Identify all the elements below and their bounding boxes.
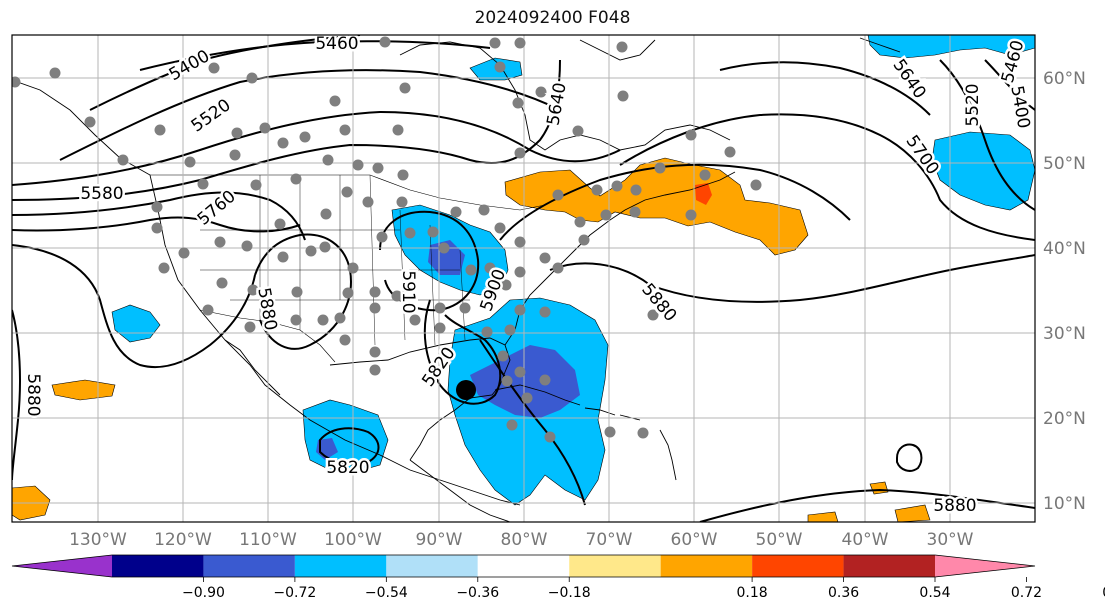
strong-negative-anomaly-region-gulf: [470, 345, 580, 418]
station-markers: [12, 36, 762, 443]
contour-5580: [12, 110, 621, 186]
contour-5880-gulf-low: [423, 299, 502, 405]
lat-tick-label: 50°N: [1043, 154, 1086, 174]
contour-5760: [12, 216, 301, 233]
colorbar-tick-label: 0.18: [737, 585, 768, 601]
colorbar-tick-label: −0.18: [548, 585, 591, 601]
colorbar-segment: [660, 555, 753, 577]
baja-outline: [224, 339, 281, 396]
contour-label: 5520: [963, 83, 983, 126]
us-canada-border: [150, 174, 546, 211]
lon-tick-label: 30°W: [927, 530, 974, 550]
contour-5460: [139, 40, 491, 71]
map-title: 2024092400 F048: [474, 8, 631, 28]
positive-anomaly-region-east-pacific: [51, 379, 116, 401]
lat-tick-label: 60°N: [1043, 69, 1086, 89]
colorbar-segment: [843, 555, 935, 577]
coastlines-and-borders: [12, 37, 901, 522]
contour-5700: [12, 191, 306, 241]
contour-5640-atlantic: [719, 61, 931, 116]
lat-tick-label: 10°N: [1043, 494, 1086, 514]
colorbar-tick-label: −0.72: [273, 585, 316, 601]
contour-5880-atlantic: [549, 254, 1035, 303]
greenland-outline: [859, 37, 901, 53]
latitude-axis: 60°N 50°N 40°N 30°N 20°N 10°N: [1043, 69, 1086, 514]
contour-label: 5580: [80, 184, 123, 204]
east-coast-outline: [504, 171, 736, 346]
contour-5700-atlantic: [619, 113, 1035, 241]
contour-5400-atlantic: [984, 59, 1035, 111]
longitude-axis: 130°W 120°W 110°W 100°W 90°W 80°W 70°W 6…: [69, 530, 974, 550]
lon-tick-label: 40°W: [842, 530, 889, 550]
colorbar-segment: [294, 555, 387, 577]
lon-tick-label: 50°W: [756, 530, 803, 550]
contour-5880-gulf-ridge: [479, 339, 586, 506]
west-coast-outline: [12, 79, 521, 506]
contour-5880-east-pacific: [12, 309, 21, 481]
colorbar-segment: [386, 555, 478, 577]
contour-label: 5910: [398, 270, 418, 313]
lat-tick-label: 30°N: [1043, 324, 1086, 344]
colorbar-tick-label: 0.72: [1011, 585, 1042, 601]
negative-anomaly-region-atlantic: [931, 131, 1035, 211]
colorbar-extension-high: [935, 555, 1035, 577]
colorbar-tick-label: 0.54: [919, 585, 950, 601]
contour-5820-mexico: [319, 427, 380, 466]
contour-label: 5880: [933, 496, 976, 516]
colorbar-tick-label: −0.90: [182, 585, 225, 601]
lon-tick-label: 100°W: [324, 530, 382, 550]
lat-tick-label: 20°N: [1043, 409, 1086, 429]
negative-anomaly-region-greenland: [867, 35, 1035, 59]
gulf-coast-outline: [329, 337, 511, 461]
contour-5520-atlantic: [939, 59, 1035, 211]
lat-tick-label: 40°N: [1043, 239, 1086, 259]
map-border: [11, 34, 1036, 523]
contour-label: 5460: [315, 34, 358, 54]
height-contours: [12, 35, 1035, 522]
contour-small-ring: [896, 443, 923, 472]
lon-tick-label: 130°W: [69, 530, 127, 550]
central-america-outline: [409, 459, 511, 522]
lon-tick-label: 110°W: [239, 530, 297, 550]
grid-lines: [12, 35, 1035, 522]
colorbar: −0.90 −0.72 −0.54 −0.36 −0.18 0.18 0.36 0.54 0.7…: [11, 554, 1105, 601]
contour-5640: [12, 59, 561, 201]
strong-negative-anomaly-region-great-lakes: [428, 240, 465, 275]
contour-label: 5820: [326, 458, 369, 478]
lon-tick-label: 80°W: [501, 530, 548, 550]
strong-positive-anomaly-region: [695, 183, 712, 205]
colorbar-tick-label: −0.36: [456, 585, 499, 601]
lon-tick-label: 90°W: [416, 530, 463, 550]
lon-tick-label: 60°W: [671, 530, 718, 550]
lon-tick-label: 120°W: [154, 530, 212, 550]
colorbar-segment: [569, 555, 661, 577]
colorbar-segment: [752, 555, 844, 577]
colorbar-tick-label: 0.90: [1102, 585, 1105, 601]
colorbar-tick-label: 0.36: [828, 585, 859, 601]
us-mexico-border: [199, 309, 336, 363]
contour-5820: [12, 244, 256, 369]
colorbar-extension-low: [12, 555, 112, 577]
storm-center-marker: [456, 380, 476, 400]
contour-5400: [89, 35, 361, 111]
colorbar-segment: [477, 555, 570, 577]
contour-5880-south-atlantic: [699, 488, 1035, 522]
contour-5880-central: [499, 163, 851, 241]
colorbar-outline: [11, 554, 1036, 578]
contour-label: 5880: [23, 373, 43, 416]
contour-5910-trough: [379, 210, 480, 312]
colorbar-segment: [203, 555, 295, 577]
contour-5520: [59, 69, 561, 161]
hispaniola-outline: [584, 407, 616, 416]
lon-tick-label: 70°W: [586, 530, 633, 550]
arctic-islands-outline: [579, 39, 656, 61]
colorbar-tick-label: −0.54: [365, 585, 408, 601]
colorbar-segment: [112, 555, 204, 577]
